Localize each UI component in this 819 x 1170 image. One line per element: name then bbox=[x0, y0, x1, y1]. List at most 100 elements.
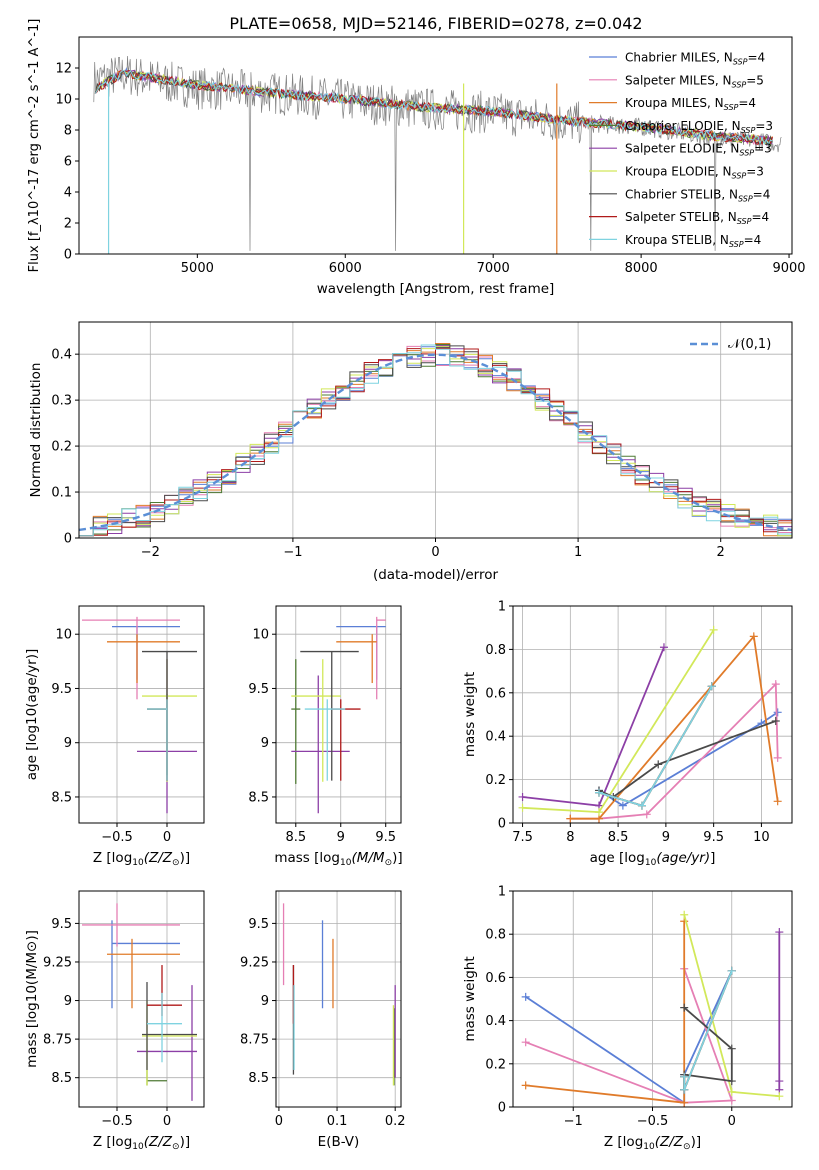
y-tick-label: 0 bbox=[498, 817, 506, 832]
y-tick-label: 0.6 bbox=[485, 686, 506, 701]
plot-area-age_vs_Z bbox=[82, 616, 197, 814]
y-tick-label: 0.4 bbox=[485, 1014, 506, 1029]
y-tick-label: 9 bbox=[64, 994, 72, 1009]
x-tick-label: 8000 bbox=[625, 261, 658, 276]
y-tick-label: 9.25 bbox=[240, 955, 269, 970]
weight-point-marker bbox=[707, 682, 716, 691]
y-tick-label: 2 bbox=[64, 217, 72, 232]
x-tick-label: 9.5 bbox=[703, 830, 724, 845]
panel-weight_vs_age: 7.5 8 8.5 9 9.5 10 0 0.2 0.4 0.6 0.8 1 age [log10(ag… bbox=[462, 600, 793, 868]
y-axis-label: mass weight bbox=[462, 672, 478, 757]
x-axis-label: age [log10(age/yr)] bbox=[590, 850, 716, 868]
y-tick-label: 0.8 bbox=[485, 928, 506, 943]
y-tick-label: 8.75 bbox=[43, 1033, 72, 1048]
x-axis-label: wavelength [Angstrom, rest frame] bbox=[317, 281, 555, 297]
weight-point-marker bbox=[680, 1003, 689, 1012]
weight-point-marker bbox=[709, 625, 718, 634]
weight-point-marker bbox=[680, 1072, 689, 1081]
x-tick-label: 0 bbox=[163, 830, 171, 845]
y-tick-label: 0.2 bbox=[485, 773, 506, 788]
weight-point-marker bbox=[749, 632, 758, 641]
weight-point-marker bbox=[771, 717, 780, 726]
weight-point-marker bbox=[680, 910, 689, 919]
panel-age_vs_Z: −0.5 0 8.5 9 9.5 10 Z [log10(Z/Z⊙)] age [log10(… bbox=[24, 605, 205, 868]
axes-frame bbox=[78, 36, 793, 255]
x-tick-label: −0.5 bbox=[101, 1114, 133, 1129]
y-tick-label: 0 bbox=[498, 1101, 506, 1116]
y-axis-label: age [log10(age/yr)] bbox=[24, 649, 40, 781]
y-tick-label: 8.75 bbox=[240, 1033, 269, 1048]
y-tick-label: 12 bbox=[55, 62, 72, 77]
legend-entry: Salpeter MILES, NSSP=5 bbox=[625, 73, 764, 89]
y-tick-label: 10 bbox=[252, 628, 269, 643]
y-tick-label: 0.1 bbox=[51, 486, 72, 501]
legend-entry: 𝒩(0,1) bbox=[728, 337, 771, 352]
weight-series-line bbox=[598, 685, 713, 807]
x-axis-label: mass [log10(M/M⊙)] bbox=[274, 850, 402, 868]
y-tick-label: 0.6 bbox=[485, 971, 506, 986]
x-axis-label: Z [log10(Z/Z⊙)] bbox=[604, 1134, 701, 1152]
weight-point-marker bbox=[618, 801, 627, 810]
y-tick-label: 9.5 bbox=[51, 917, 72, 932]
panel-residuals: −2 −1 0 1 2 0 0.1 0.2 0.3 0.4 (data-model)/error No… bbox=[28, 321, 793, 583]
x-tick-label: 0 bbox=[431, 545, 439, 560]
y-tick-label: 9.5 bbox=[51, 682, 72, 697]
y-tick-label: 9.5 bbox=[248, 682, 269, 697]
y-tick-label: 9.5 bbox=[248, 917, 269, 932]
x-tick-label: 8 bbox=[566, 830, 574, 845]
x-axis-label: Z [log10(Z/Z⊙)] bbox=[93, 1134, 190, 1152]
weight-point-marker bbox=[521, 1081, 530, 1090]
weight-point-marker bbox=[727, 1087, 736, 1096]
x-tick-label: −1 bbox=[564, 1114, 583, 1129]
x-axis-label: (data-model)/error bbox=[373, 567, 499, 583]
plot-area-residuals bbox=[79, 343, 792, 537]
y-axis-label: mass weight bbox=[462, 956, 478, 1041]
weight-point-marker bbox=[771, 680, 780, 689]
panel-spectrum: 5000 6000 7000 8000 9000 0 2 4 6 8 10 12 wavelength … bbox=[27, 19, 806, 297]
legend-entry: Salpeter STELIB, NSSP=4 bbox=[625, 210, 769, 226]
x-axis-label: Z [log10(Z/Z⊙)] bbox=[93, 850, 190, 868]
panel-weight_vs_Z: −1 −0.5 0 0 0.2 0.4 0.6 0.8 1 Z [log10(Z/Z⊙)] mass… bbox=[462, 885, 793, 1152]
weight-series-line bbox=[525, 970, 733, 1105]
weight-point-marker bbox=[521, 1038, 530, 1047]
x-tick-label: 0 bbox=[275, 1114, 283, 1129]
weight-series-line bbox=[522, 646, 665, 807]
x-tick-label: 9000 bbox=[772, 261, 805, 276]
weight-series-line bbox=[598, 685, 713, 807]
weight-point-marker bbox=[654, 760, 663, 769]
x-tick-label: 9.5 bbox=[375, 830, 396, 845]
y-tick-label: 0.4 bbox=[485, 730, 506, 745]
y-tick-label: 6 bbox=[64, 155, 72, 170]
y-tick-label: 0.8 bbox=[485, 643, 506, 658]
panel-mass_vs_ebv: 0 0.1 0.2 8.5 8.75 9 9.25 9.5 E(B-V) bbox=[240, 890, 406, 1150]
weight-point-marker bbox=[773, 753, 782, 762]
weight-point-marker bbox=[680, 1085, 689, 1094]
axes-frame bbox=[78, 605, 205, 824]
y-tick-label: 1 bbox=[498, 600, 506, 615]
legend-entry: Chabrier ELODIE, NSSP=3 bbox=[625, 119, 773, 135]
weight-point-marker bbox=[775, 1092, 784, 1101]
y-tick-label: 0.3 bbox=[51, 394, 72, 409]
y-tick-label: 0 bbox=[64, 248, 72, 263]
axes-frame bbox=[78, 890, 205, 1108]
y-tick-label: 0.2 bbox=[51, 440, 72, 455]
x-tick-label: 1 bbox=[574, 545, 582, 560]
y-tick-label: 0 bbox=[64, 532, 72, 547]
residual-histogram bbox=[79, 345, 792, 537]
y-tick-label: 9 bbox=[261, 736, 269, 751]
weight-point-marker bbox=[566, 814, 575, 823]
axes-frame bbox=[275, 605, 402, 824]
weight-point-marker bbox=[727, 1044, 736, 1053]
x-tick-label: 6000 bbox=[329, 261, 362, 276]
y-tick-label: 8.5 bbox=[51, 1071, 72, 1086]
legend-entry: Kroupa ELODIE, NSSP=3 bbox=[625, 165, 764, 181]
weight-series-line bbox=[598, 711, 779, 807]
legend-entry: Salpeter ELODIE, NSSP=3 bbox=[625, 142, 772, 158]
weight-point-marker bbox=[659, 643, 668, 652]
x-tick-label: −2 bbox=[141, 545, 160, 560]
weight-point-marker bbox=[518, 792, 527, 801]
y-tick-label: 0.2 bbox=[485, 1057, 506, 1072]
x-tick-label: −1 bbox=[283, 545, 302, 560]
spectrum-data-line bbox=[93, 55, 782, 251]
